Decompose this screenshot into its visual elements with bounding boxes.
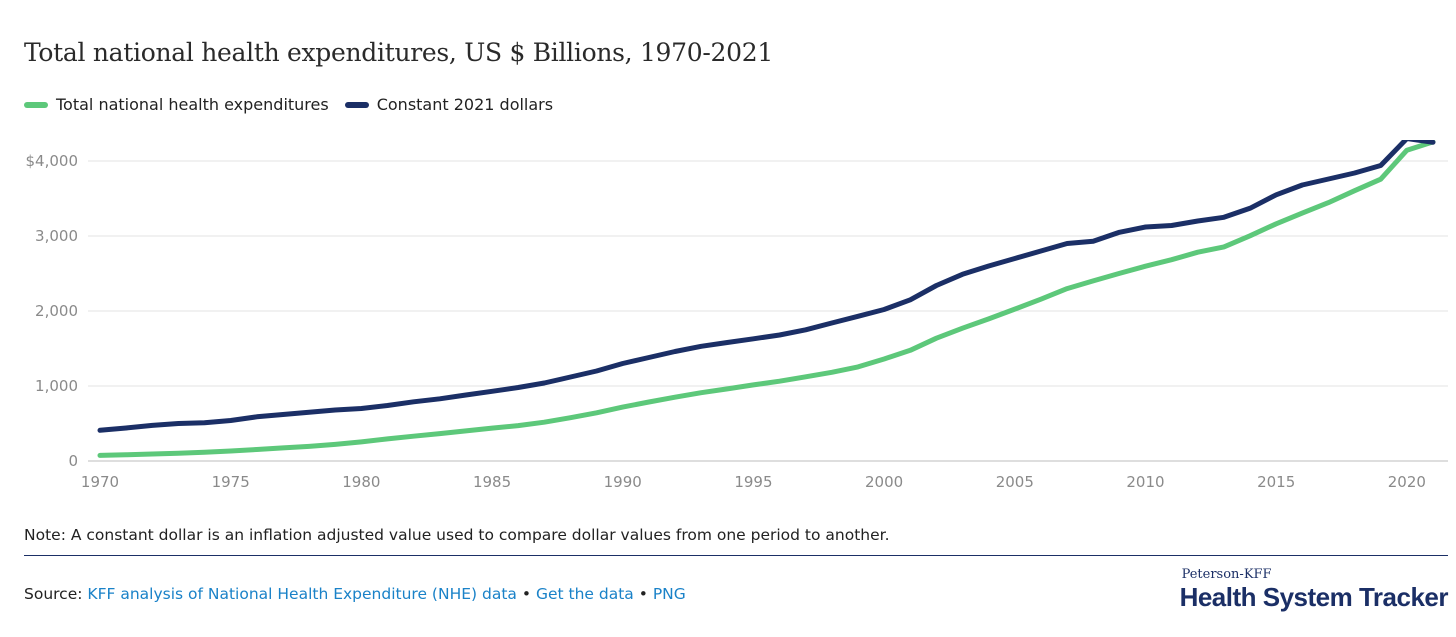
series-line-constant[interactable] bbox=[97, 140, 1436, 433]
chart-note: Note: A constant dollar is an inflation … bbox=[24, 526, 890, 544]
y-tick-label: 2,000 bbox=[35, 302, 78, 320]
x-tick-label: 2000 bbox=[865, 473, 903, 491]
divider bbox=[24, 555, 1448, 556]
source-line: Source: KFF analysis of National Health … bbox=[24, 585, 686, 603]
legend: Total national health expenditures Const… bbox=[24, 95, 569, 114]
source-label: Source: bbox=[24, 585, 83, 603]
x-tick-label: 1980 bbox=[342, 473, 380, 491]
brand-name-main: Health System Tracker bbox=[1179, 582, 1449, 612]
y-tick-label: 0 bbox=[68, 452, 78, 470]
legend-swatch-constant bbox=[344, 101, 369, 108]
y-tick-label: 3,000 bbox=[35, 227, 78, 245]
png-link[interactable]: PNG bbox=[652, 585, 686, 603]
line-chart: 0 1,000 2,000 3,000 $4,000 1970 1975 1980 1985 19… bbox=[26, 140, 1448, 491]
legend-swatch-total bbox=[24, 101, 48, 108]
x-tick-label: 1990 bbox=[604, 473, 642, 491]
x-tick-label: 1975 bbox=[212, 473, 250, 491]
x-tick-label: 2010 bbox=[1126, 473, 1164, 491]
source-separator: • bbox=[638, 585, 648, 603]
series-line-total[interactable] bbox=[97, 140, 1436, 458]
x-tick-label: 2015 bbox=[1257, 473, 1295, 491]
chart-title: Total national health expenditures, US $… bbox=[24, 38, 773, 67]
x-tick-label: 2020 bbox=[1388, 473, 1426, 491]
legend-label-constant: Constant 2021 dollars bbox=[376, 95, 554, 114]
get-data-link[interactable]: Get the data bbox=[535, 585, 634, 603]
y-tick-label: $4,000 bbox=[26, 152, 79, 170]
source-separator: • bbox=[521, 585, 531, 603]
legend-label-total: Total national health expenditures bbox=[56, 95, 329, 114]
x-tick-label: 1985 bbox=[473, 473, 511, 491]
legend-item-constant[interactable]: Constant 2021 dollars bbox=[344, 95, 554, 114]
source-link-nhe[interactable]: KFF analysis of National Health Expendit… bbox=[87, 585, 517, 603]
x-tick-label: 2005 bbox=[996, 473, 1034, 491]
y-tick-label: 1,000 bbox=[35, 377, 78, 395]
legend-item-total[interactable]: Total national health expenditures bbox=[24, 95, 329, 114]
brand-logo: Peterson-KFF Health System Tracker bbox=[1179, 567, 1449, 612]
brand-name-small: Peterson-KFF bbox=[1181, 567, 1272, 582]
x-tick-label: 1995 bbox=[734, 473, 772, 491]
x-tick-label: 1970 bbox=[81, 473, 119, 491]
